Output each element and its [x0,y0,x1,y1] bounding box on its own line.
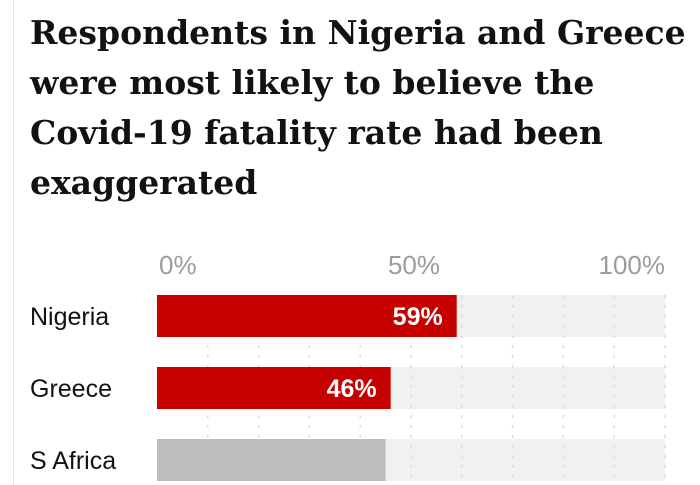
category-label-0: Nigeria [30,303,109,331]
bar-1 [157,367,391,409]
bar-0 [157,295,457,337]
category-label-1: Greece [30,375,112,403]
value-label-0: 59% [393,303,443,331]
tick-label-2: 100% [599,250,666,280]
tick-label-1: 50% [388,250,440,280]
value-label-1: 46% [327,375,377,403]
category-label-2: S Africa [30,447,116,475]
tick-label-0: 0% [159,250,197,280]
left-divider [13,0,14,485]
bar-2 [157,439,386,481]
chart-title: Respondents in Nigeria and Greece were m… [30,13,686,202]
